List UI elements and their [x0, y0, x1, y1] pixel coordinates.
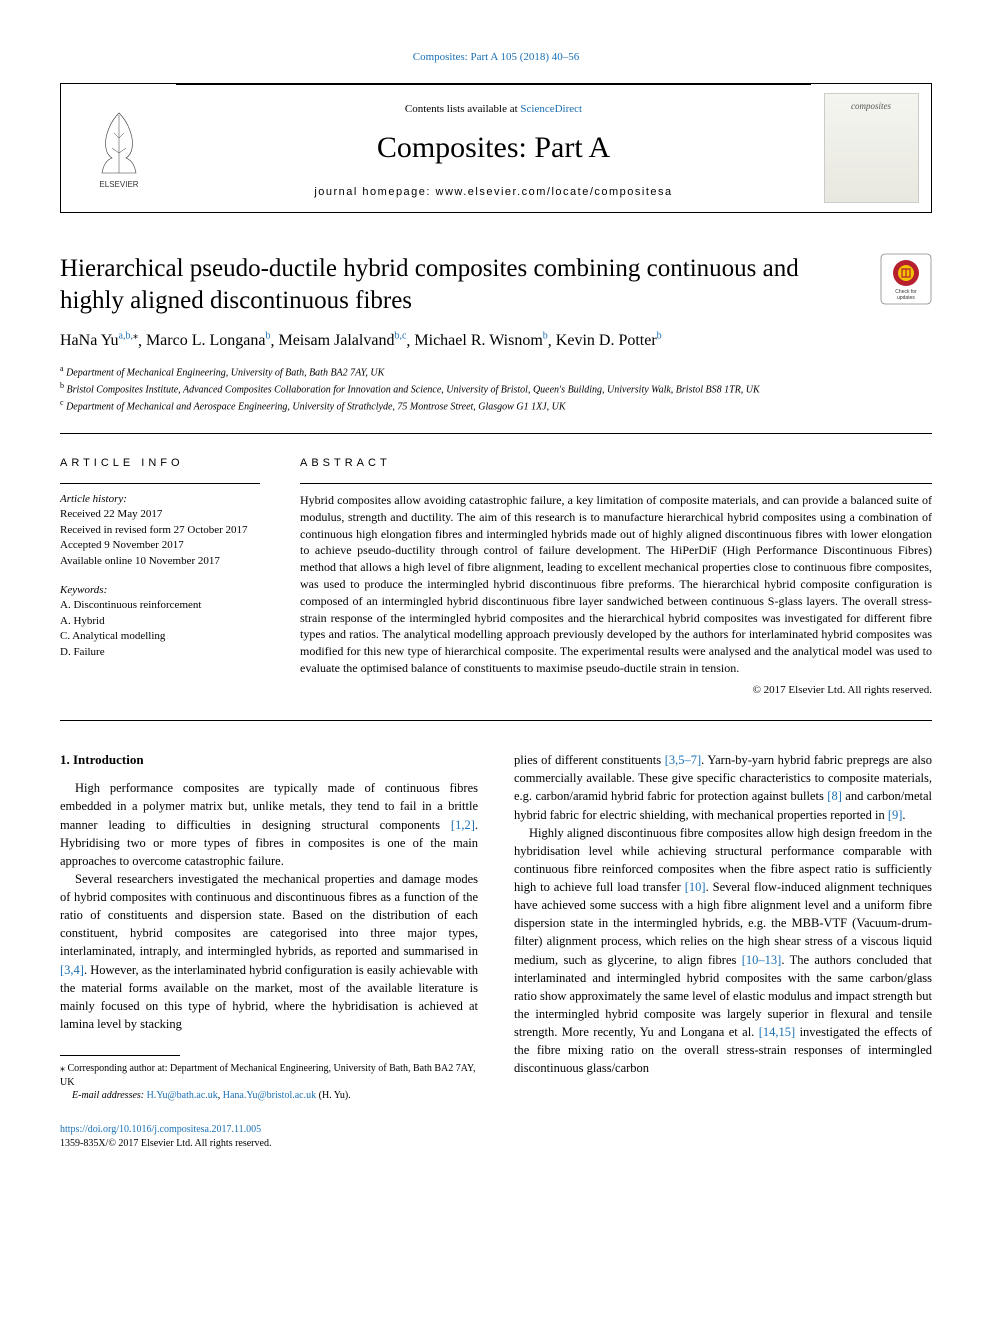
affiliations: a Department of Mechanical Engineering, … [60, 363, 932, 415]
paragraph: plies of different constituents [3,5–7].… [514, 751, 932, 824]
footnote-divider [60, 1055, 180, 1056]
sciencedirect-link[interactable]: ScienceDirect [520, 103, 582, 115]
contents-prefix: Contents lists available at [405, 103, 520, 115]
history-item: Received in revised form 27 October 2017 [60, 523, 260, 538]
paragraph: Highly aligned discontinuous fibre compo… [514, 824, 932, 1078]
abstract-copyright: © 2017 Elsevier Ltd. All rights reserved… [300, 683, 932, 698]
publisher-name: ELSEVIER [99, 180, 138, 189]
journal-cover-thumb: composites [824, 93, 919, 203]
author: Marco L. Longanab [146, 332, 271, 349]
author: HaNa Yua,b,⁎ [60, 332, 138, 349]
divider [60, 720, 932, 721]
author-aff-link[interactable]: b [543, 331, 548, 342]
keyword: A. Hybrid [60, 614, 260, 629]
ref-link[interactable]: [1,2] [451, 818, 475, 832]
article-info-heading: article info [60, 456, 260, 471]
ref-link[interactable]: [10–13] [742, 953, 782, 967]
body-columns: 1. Introduction High performance composi… [60, 751, 932, 1150]
header-center: Contents lists available at ScienceDirec… [176, 84, 811, 212]
elsevier-logo: ELSEVIER [84, 103, 154, 193]
issn-copyright: 1359-835X/© 2017 Elsevier Ltd. All right… [60, 1138, 271, 1149]
keywords-body: A. Discontinuous reinforcement A. Hybrid… [60, 598, 260, 660]
abstract-heading: abstract [300, 456, 932, 471]
abstract-block: abstract Hybrid composites allow avoidin… [300, 456, 932, 699]
affiliation: c Department of Mechanical and Aerospace… [60, 397, 932, 414]
check-updates-badge[interactable]: Check for updates [880, 253, 932, 305]
keywords-heading: Keywords: [60, 583, 260, 598]
journal-header: ELSEVIER Contents lists available at Sci… [60, 83, 932, 213]
keyword: C. Analytical modelling [60, 629, 260, 644]
history-item: Received 22 May 2017 [60, 507, 260, 522]
right-column: plies of different constituents [3,5–7].… [514, 751, 932, 1150]
history-item: Available online 10 November 2017 [60, 554, 260, 569]
author-aff-link[interactable]: b [657, 331, 662, 342]
divider [60, 433, 932, 434]
doi-block: https://doi.org/10.1016/j.compositesa.20… [60, 1123, 478, 1151]
doi-link[interactable]: https://doi.org/10.1016/j.compositesa.20… [60, 1124, 261, 1135]
journal-cover-cell: composites [811, 84, 931, 212]
paragraph: High performance composites are typicall… [60, 779, 478, 870]
divider [60, 483, 260, 484]
corresponding-author-note: ⁎ Corresponding author at: Department of… [60, 1062, 478, 1089]
affiliation: a Department of Mechanical Engineering, … [60, 363, 932, 380]
author: Kevin D. Potterb [556, 332, 662, 349]
section-heading: 1. Introduction [60, 751, 478, 769]
history-item: Accepted 9 November 2017 [60, 538, 260, 553]
ref-link[interactable]: [9] [888, 808, 903, 822]
author-aff-link[interactable]: a,b, [119, 331, 133, 342]
author-aff-link[interactable]: b,c [394, 331, 406, 342]
keyword: D. Failure [60, 645, 260, 660]
affiliation: b Bristol Composites Institute, Advanced… [60, 380, 932, 397]
keyword: A. Discontinuous reinforcement [60, 598, 260, 613]
authors-line: HaNa Yua,b,⁎, Marco L. Longanab, Meisam … [60, 330, 932, 353]
journal-cover-label: composites [825, 100, 918, 113]
contents-line: Contents lists available at ScienceDirec… [405, 102, 582, 117]
left-column: 1. Introduction High performance composi… [60, 751, 478, 1150]
ref-link[interactable]: [10] [685, 880, 706, 894]
svg-text:updates: updates [897, 295, 915, 301]
email-label: E-mail addresses: [72, 1090, 147, 1101]
email-link[interactable]: Hana.Yu@bristol.ac.uk [223, 1090, 316, 1101]
history-body: Received 22 May 2017 Received in revised… [60, 507, 260, 569]
email-line: E-mail addresses: H.Yu@bath.ac.uk, Hana.… [60, 1089, 478, 1103]
journal-citation-link[interactable]: Composites: Part A 105 (2018) 40–56 [413, 51, 580, 63]
email-link[interactable]: H.Yu@bath.ac.uk [147, 1090, 218, 1101]
publisher-logo-cell: ELSEVIER [61, 84, 176, 212]
paragraph: Several researchers investigated the mec… [60, 870, 478, 1033]
article-info-block: article info Article history: Received 2… [60, 456, 260, 699]
author: Michael R. Wisnomb [414, 332, 547, 349]
journal-title: Composites: Part A [377, 127, 610, 169]
article-title: Hierarchical pseudo-ductile hybrid compo… [60, 253, 860, 316]
ref-link[interactable]: [8] [827, 789, 842, 803]
author: Meisam Jalalvandb,c [278, 332, 406, 349]
abstract-text: Hybrid composites allow avoiding catastr… [300, 492, 932, 677]
author-aff-link[interactable]: b [265, 331, 270, 342]
ref-link[interactable]: [3,4] [60, 963, 84, 977]
journal-citation: Composites: Part A 105 (2018) 40–56 [60, 50, 932, 65]
divider [300, 483, 932, 484]
ref-link[interactable]: [14,15] [759, 1025, 795, 1039]
journal-homepage: journal homepage: www.elsevier.com/locat… [314, 185, 672, 200]
history-heading: Article history: [60, 492, 260, 507]
ref-link[interactable]: [3,5–7] [665, 753, 701, 767]
